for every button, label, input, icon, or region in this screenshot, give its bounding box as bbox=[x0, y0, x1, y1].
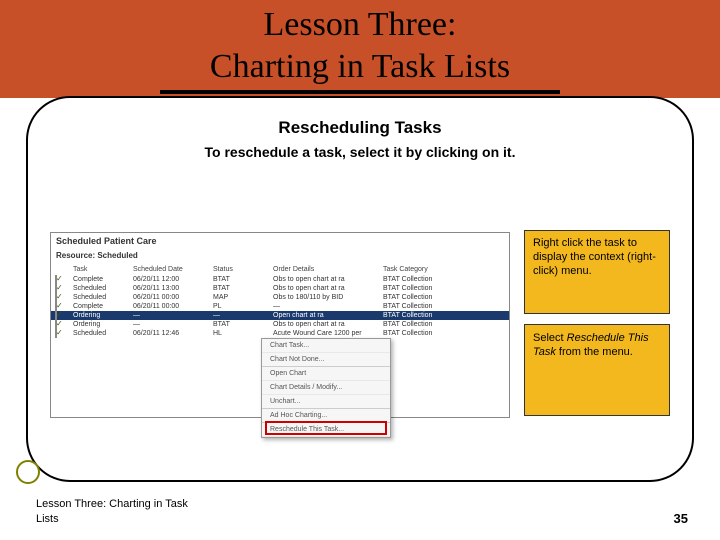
row-checkbox-cell bbox=[55, 285, 73, 292]
table-cell: 06/20/11 00:00 bbox=[133, 303, 213, 310]
col-header-date: Scheduled Date bbox=[133, 266, 213, 273]
table-row[interactable]: Complete06/20/11 00:00PL—BTAT Collection bbox=[51, 302, 509, 311]
table-cell: BTAT bbox=[213, 285, 273, 292]
table-row[interactable]: Scheduled06/20/11 00:00MAPObs to 180/110… bbox=[51, 293, 509, 302]
table-cell: — bbox=[133, 321, 213, 328]
menu-item[interactable]: Open Chart bbox=[262, 367, 390, 381]
table-cell: Obs to open chart at ra bbox=[273, 285, 383, 292]
col-header-status: Status bbox=[213, 266, 273, 273]
table-cell: — bbox=[273, 303, 383, 310]
table-cell: BTAT Collection bbox=[383, 294, 483, 301]
table-cell: Acute Wound Care 1200 per bbox=[273, 330, 383, 337]
row-checkbox-cell bbox=[55, 321, 73, 328]
table-cell: Ordering bbox=[73, 321, 133, 328]
row-checkbox-cell bbox=[55, 330, 73, 337]
col-header-task: Task bbox=[73, 266, 133, 273]
table-cell: Scheduled bbox=[73, 294, 133, 301]
menu-item[interactable]: Unchart... bbox=[262, 395, 390, 409]
table-cell: MAP bbox=[213, 294, 273, 301]
table-cell: HL bbox=[213, 330, 273, 337]
screenshot-filter-label: Resource: Scheduled bbox=[51, 249, 509, 264]
menu-item[interactable]: Chart Not Done... bbox=[262, 353, 390, 367]
table-cell: Obs to 180/110 by BID bbox=[273, 294, 383, 301]
title-line2: Charting in Task Lists bbox=[0, 48, 720, 86]
table-cell: — bbox=[133, 312, 213, 319]
table-cell: BTAT Collection bbox=[383, 285, 483, 292]
table-cell: BTAT Collection bbox=[383, 321, 483, 328]
row-checkbox-cell bbox=[55, 312, 73, 319]
row-checkbox-cell bbox=[55, 294, 73, 301]
table-cell: Scheduled bbox=[73, 330, 133, 337]
row-checkbox-cell bbox=[55, 303, 73, 310]
col-header-icon bbox=[55, 266, 73, 273]
table-cell: 06/20/11 13:00 bbox=[133, 285, 213, 292]
checkbox-icon[interactable] bbox=[55, 329, 57, 338]
instruction-text: To reschedule a task, select it by click… bbox=[0, 144, 720, 160]
table-cell: 06/20/11 00:00 bbox=[133, 294, 213, 301]
table-cell: Complete bbox=[73, 276, 133, 283]
title-line1: Lesson Three: bbox=[0, 6, 720, 44]
context-menu[interactable]: Chart Task...Chart Not Done...Open Chart… bbox=[261, 338, 391, 438]
subtitle: Rescheduling Tasks bbox=[0, 118, 720, 138]
table-header: Task Scheduled Date Status Order Details… bbox=[51, 264, 509, 275]
table-cell: Complete bbox=[73, 303, 133, 310]
table-cell: 06/20/11 12:00 bbox=[133, 276, 213, 283]
table-cell: Scheduled bbox=[73, 285, 133, 292]
table-cell: BTAT Collection bbox=[383, 330, 483, 337]
task-list-screenshot: Scheduled Patient Care Resource: Schedul… bbox=[50, 232, 510, 418]
table-row[interactable]: Ordering—BTATObs to open chart at raBTAT… bbox=[51, 320, 509, 329]
col-header-details: Order Details bbox=[273, 266, 383, 273]
table-cell: 06/20/11 12:46 bbox=[133, 330, 213, 337]
reschedule-highlight-box bbox=[265, 421, 387, 435]
table-cell: BTAT Collection bbox=[383, 276, 483, 283]
footer-text: Lesson Three: Charting in Task Lists bbox=[36, 497, 196, 526]
table-cell: BTAT bbox=[213, 276, 273, 283]
table-cell: Obs to open chart at ra bbox=[273, 276, 383, 283]
table-row[interactable]: Complete06/20/11 12:00BTATObs to open ch… bbox=[51, 275, 509, 284]
bullet-circle-icon bbox=[16, 460, 40, 484]
title-underline bbox=[160, 90, 560, 94]
task-table: Task Scheduled Date Status Order Details… bbox=[51, 264, 509, 338]
table-cell: — bbox=[213, 312, 273, 319]
callout-select-reschedule: Select Reschedule This Task from the men… bbox=[524, 324, 670, 416]
table-cell: Obs to open chart at ra bbox=[273, 321, 383, 328]
table-cell: BTAT bbox=[213, 321, 273, 328]
table-row[interactable]: Scheduled06/20/11 13:00BTATObs to open c… bbox=[51, 284, 509, 293]
table-cell: PL bbox=[213, 303, 273, 310]
menu-item[interactable]: Chart Task... bbox=[262, 339, 390, 353]
callout2-prefix: Select bbox=[533, 332, 567, 344]
table-cell: BTAT Collection bbox=[383, 303, 483, 310]
table-cell: Open chart at ra bbox=[273, 312, 383, 319]
callout-right-click: Right click the task to display the cont… bbox=[524, 230, 670, 314]
callout2-suffix: from the menu. bbox=[556, 346, 633, 358]
table-cell: Ordering bbox=[73, 312, 133, 319]
screenshot-window-title: Scheduled Patient Care bbox=[51, 233, 509, 249]
page-number: 35 bbox=[674, 511, 688, 526]
row-checkbox-cell bbox=[55, 276, 73, 283]
table-row[interactable]: Scheduled06/20/11 12:46HLAcute Wound Car… bbox=[51, 329, 509, 338]
table-cell: BTAT Collection bbox=[383, 312, 483, 319]
menu-item[interactable]: Chart Details / Modify... bbox=[262, 381, 390, 395]
col-header-category: Task Category bbox=[383, 266, 483, 273]
table-row[interactable]: Ordering——Open chart at raBTAT Collectio… bbox=[51, 311, 509, 320]
